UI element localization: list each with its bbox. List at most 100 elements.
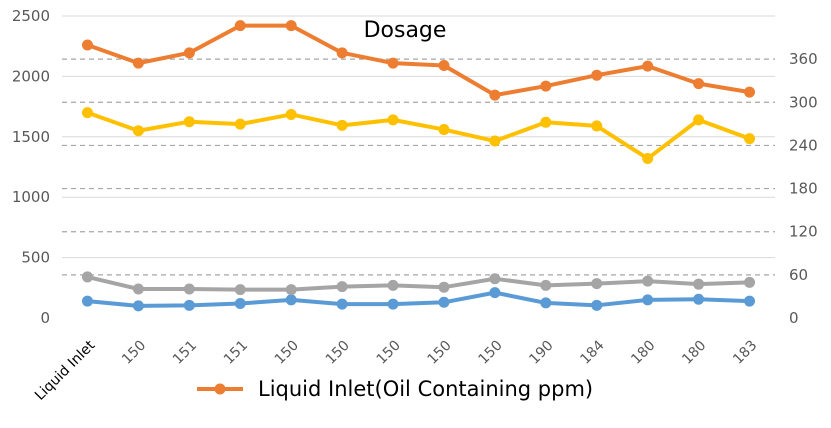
data-point [744,295,756,307]
series-line [85,274,752,292]
left-tick-label: 1500 [12,128,50,146]
data-point [387,298,399,310]
data-point [387,279,399,291]
data-point [744,133,756,145]
data-point [591,299,603,311]
data-point [132,283,144,295]
x-tick-label: 180 [628,338,658,368]
data-point [132,125,144,137]
data-point [591,278,603,290]
data-point [183,116,195,128]
data-point [642,60,654,72]
data-point [693,293,705,305]
data-point [642,153,654,165]
data-point [81,271,93,283]
left-tick-label: 2500 [12,7,50,25]
data-point [234,284,246,296]
data-point [132,300,144,312]
data-point [336,47,348,59]
data-point [540,116,552,128]
right-tick-label: 120 [789,223,818,241]
data-point [642,275,654,287]
right-tick-label: 0 [789,309,799,327]
data-point [438,60,450,72]
legend-swatch-marker [214,383,226,395]
left-tick-label: 1000 [12,188,50,206]
data-point [693,114,705,126]
data-point [489,89,501,101]
right-tick-label: 60 [789,266,808,284]
x-tick-label: 151 [170,338,200,368]
data-point [540,279,552,291]
x-tick-label: 150 [425,338,455,368]
data-point [489,135,501,147]
data-point [132,57,144,69]
data-point [183,47,195,59]
left-tick-label: 500 [21,249,50,267]
data-point [540,297,552,309]
series-layer [81,20,756,312]
data-point [336,298,348,310]
right-axis-ticks: 0 60 120 180 240 300 360 [789,50,818,327]
x-tick-label: 190 [526,338,556,368]
left-tick-label: 0 [40,309,50,327]
series-line [85,290,752,308]
x-tick-label: 150 [272,338,302,368]
left-axis-ticks: 0 500 1000 1500 2000 2500 [12,7,50,327]
data-point [387,114,399,126]
x-tick-label: 180 [679,338,709,368]
data-point [234,20,246,32]
x-tick-label: 150 [374,338,404,368]
data-point [285,284,297,296]
x-tick-label: 151 [221,338,251,368]
x-tick-label: 150 [323,338,353,368]
data-point [81,295,93,307]
data-point [336,119,348,131]
series-unlabeled [81,107,756,165]
series-line [85,23,752,98]
series-unlabeled [81,271,756,296]
x-tick-label: 150 [476,338,506,368]
data-point [438,124,450,136]
series-oil-containing [81,20,756,101]
data-point [489,287,501,299]
x-tick-label: 184 [577,337,607,367]
data-point [591,120,603,132]
series-unlabeled [81,287,756,312]
legend-label: Liquid Inlet(Oil Containing ppm) [258,377,593,401]
data-point [744,276,756,288]
data-point [183,283,195,295]
data-point [744,86,756,98]
data-point [693,278,705,290]
x-tick-label: 150 [119,338,149,368]
data-point [285,294,297,306]
data-point [285,108,297,120]
chart-title: Dosage [364,18,447,43]
data-point [540,80,552,92]
left-tick-label: 2000 [12,67,50,85]
series-line [85,110,752,161]
data-point [693,78,705,90]
data-point [81,107,93,119]
data-point [183,299,195,311]
x-tick-label: 183 [730,338,760,368]
right-tick-label: 180 [789,180,818,198]
data-point [438,281,450,293]
data-point [81,39,93,51]
data-point [489,273,501,285]
legend: Liquid Inlet(Oil Containing ppm) [197,377,593,401]
data-point [387,57,399,69]
data-point [234,298,246,310]
x-tick-label: Liquid Inlet [32,337,99,404]
data-point [642,294,654,306]
right-tick-label: 240 [789,136,818,154]
right-tick-label: 360 [789,50,818,68]
data-point [234,118,246,130]
right-tick-label: 300 [789,93,818,111]
right-gridlines [62,58,775,276]
left-gridlines [62,15,775,259]
data-point [336,281,348,293]
data-point [438,296,450,308]
